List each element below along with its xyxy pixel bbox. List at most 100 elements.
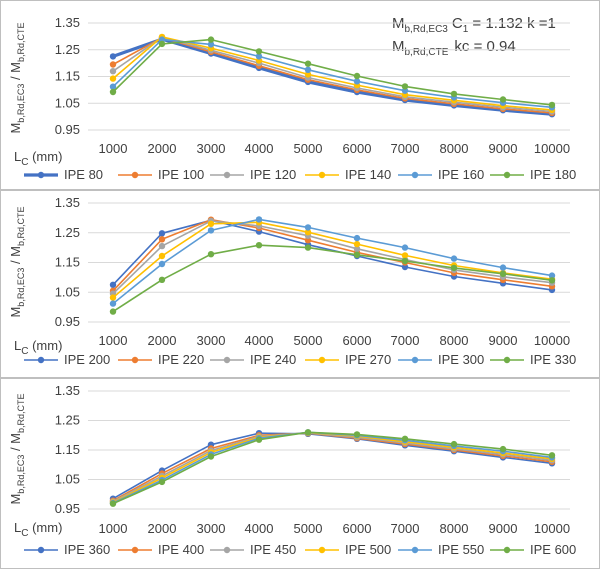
legend-swatch-marker — [411, 546, 419, 554]
legend-item: IPE 80 — [24, 167, 103, 182]
x-axis-label: LC (mm) — [14, 520, 62, 539]
series-line — [112, 36, 553, 114]
legend-swatch-marker — [37, 546, 45, 554]
x-tick-label: 4000 — [245, 333, 274, 348]
data-point — [304, 66, 312, 74]
series-line — [112, 219, 553, 291]
data-point — [353, 78, 361, 85]
data-point — [109, 83, 117, 90]
legend-item: IPE 330 — [490, 352, 576, 367]
data-point — [255, 53, 263, 60]
x-tick-label: 8000 — [440, 141, 469, 156]
data-point — [255, 216, 263, 223]
y-tick-label: 1.05 — [55, 472, 80, 487]
x-tick-label: 5000 — [294, 333, 323, 348]
y-tick-label: 1.15 — [55, 69, 80, 84]
data-point — [548, 277, 556, 284]
y-axis-label-b: M — [8, 433, 23, 444]
y-axis-label: Mb,Rd,EC3 / Mb,Rd,CTE — [8, 393, 26, 504]
legend-swatch-marker — [411, 171, 419, 179]
data-point — [158, 260, 166, 268]
legend-item: IPE 180 — [490, 167, 576, 182]
chart-panel-1: 1.35 1.25 1.15 1.05 0.95 1000 2000 3000 4000 5000… — [8, 15, 576, 182]
legend-swatch-marker — [223, 171, 231, 179]
series-line — [112, 431, 553, 505]
series-ipe-330 — [109, 242, 556, 315]
legend-item: IPE 400 — [118, 542, 204, 557]
legend-item: IPE 450 — [210, 542, 296, 557]
legend-label: IPE 200 — [64, 352, 110, 367]
x-tick-label: 6000 — [343, 333, 372, 348]
x-axis-label-unit: (mm) — [28, 149, 62, 164]
x-tick-label: 9000 — [489, 141, 518, 156]
annotation-m2: M — [392, 38, 405, 55]
y-tick-label: 1.15 — [55, 255, 80, 270]
data-point — [158, 252, 166, 260]
legend-item: IPE 140 — [305, 167, 391, 182]
legend-swatch-marker — [318, 171, 326, 179]
legend-swatch-marker — [503, 171, 511, 179]
x-axis-label: LC (mm) — [14, 338, 62, 357]
x-tick-label: 8000 — [440, 521, 469, 536]
x-tick-label: 5000 — [294, 141, 323, 156]
x-tick-label: 1000 — [99, 333, 128, 348]
x-tick-label: 3000 — [197, 333, 226, 348]
data-point — [401, 263, 409, 271]
legend-swatch-marker — [131, 171, 139, 179]
data-point — [499, 445, 507, 453]
legend-item: IPE 360 — [24, 542, 110, 557]
series-line — [112, 36, 553, 113]
data-point — [353, 72, 361, 80]
data-point — [353, 431, 361, 438]
legend-item: IPE 300 — [398, 352, 484, 367]
data-point — [207, 41, 215, 48]
data-point — [109, 308, 117, 315]
x-axis-label-main: L — [14, 520, 21, 535]
data-point — [158, 478, 166, 486]
y-axis-label-a-sub: b,Rd,EC3 — [16, 455, 26, 494]
y-tick-label: 1.35 — [55, 383, 80, 398]
x-tick-label: 2000 — [148, 521, 177, 536]
y-axis-label-b-sub: b,Rd,CTE — [16, 22, 26, 62]
legend-swatch-marker — [503, 356, 511, 364]
x-tick-label: 1000 — [99, 141, 128, 156]
data-point — [450, 90, 458, 98]
x-axis-label-sub: C — [21, 157, 28, 168]
legend-label: IPE 400 — [158, 542, 204, 557]
legend-swatch-marker — [223, 356, 231, 364]
legend-swatch-marker — [37, 356, 45, 364]
x-tick-label: 7000 — [391, 333, 420, 348]
data-point — [207, 227, 215, 234]
x-axis-label-unit: (mm) — [28, 338, 62, 353]
y-tick-label: 1.05 — [55, 284, 80, 299]
legend-label: IPE 300 — [438, 352, 484, 367]
x-tick-label: 2000 — [148, 333, 177, 348]
y-axis-label-a-sub: b,Rd,EC3 — [16, 268, 26, 307]
legend-swatch-marker — [131, 356, 139, 364]
x-tick-label: 10000 — [534, 333, 570, 348]
series-line — [112, 244, 553, 313]
y-axis-label-b-sub: b,Rd,CTE — [16, 393, 26, 433]
chart-panel-2: 1.35 1.25 1.15 1.05 0.95 1000 2000 3000 4000 5000… — [8, 195, 576, 367]
series-ipe-300 — [109, 216, 556, 307]
legend-swatch-marker — [318, 356, 326, 364]
legend-swatch-marker — [411, 356, 419, 364]
legend-item: IPE 600 — [490, 542, 576, 557]
legend-label: IPE 140 — [345, 167, 391, 182]
y-tick-label: 1.25 — [55, 413, 80, 428]
x-tick-label: 4000 — [245, 521, 274, 536]
x-tick-label: 9000 — [489, 333, 518, 348]
x-axis-label-main: L — [14, 149, 21, 164]
legend-label: IPE 100 — [158, 167, 204, 182]
data-point — [548, 272, 556, 279]
data-point — [158, 236, 166, 243]
legend-label: IPE 180 — [530, 167, 576, 182]
y-tick-label: 1.25 — [55, 42, 80, 57]
legend-item: IPE 500 — [305, 542, 391, 557]
data-point — [450, 440, 458, 448]
legend-swatch-marker — [131, 546, 139, 554]
legend-swatch-marker — [503, 546, 511, 554]
y-tick-label: 0.95 — [55, 122, 80, 137]
